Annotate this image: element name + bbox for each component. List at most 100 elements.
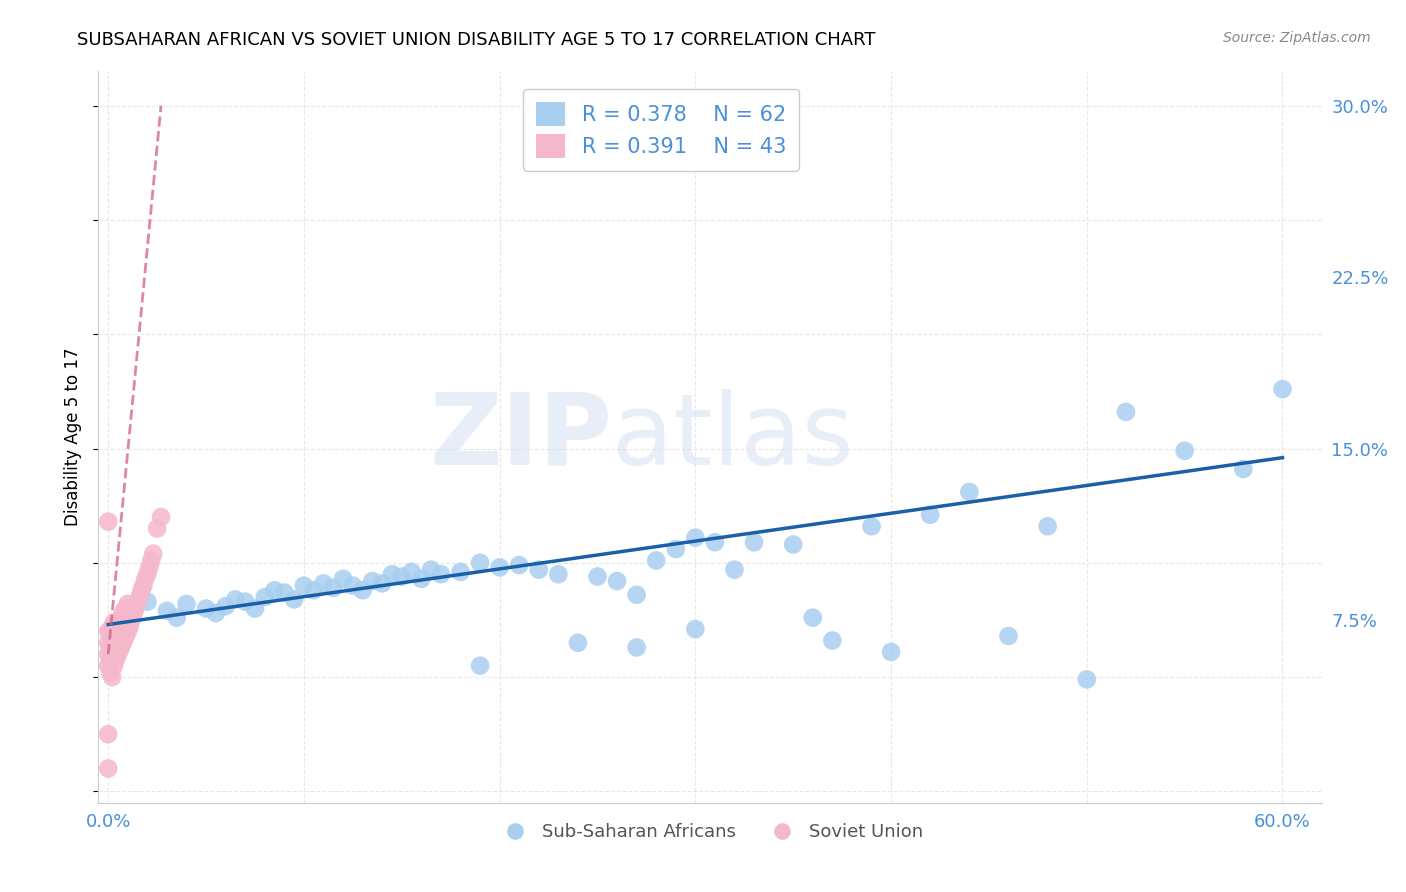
Point bbox=[205, 606, 228, 620]
Point bbox=[430, 567, 453, 582]
Legend: Sub-Saharan Africans, Soviet Union: Sub-Saharan Africans, Soviet Union bbox=[491, 816, 929, 848]
Point bbox=[132, 579, 155, 593]
Point bbox=[98, 665, 121, 680]
Point bbox=[322, 581, 344, 595]
Point bbox=[420, 563, 443, 577]
Point bbox=[224, 592, 246, 607]
Point bbox=[97, 636, 120, 650]
Point bbox=[547, 567, 569, 582]
Point bbox=[142, 547, 165, 561]
Point bbox=[111, 638, 134, 652]
Point bbox=[391, 569, 413, 583]
Point bbox=[1174, 443, 1197, 458]
Point bbox=[742, 535, 765, 549]
Point bbox=[920, 508, 942, 522]
Point bbox=[136, 594, 159, 608]
Point bbox=[138, 560, 160, 574]
Point bbox=[98, 624, 121, 639]
Point bbox=[103, 615, 125, 630]
Point bbox=[606, 574, 628, 588]
Point bbox=[107, 617, 129, 632]
Point bbox=[488, 560, 510, 574]
Point bbox=[302, 583, 325, 598]
Point bbox=[114, 601, 136, 615]
Point bbox=[166, 610, 188, 624]
Point bbox=[243, 601, 266, 615]
Point bbox=[1232, 462, 1254, 476]
Point bbox=[527, 563, 550, 577]
Point bbox=[98, 640, 121, 655]
Point bbox=[112, 633, 135, 648]
Point bbox=[468, 556, 491, 570]
Point bbox=[150, 510, 173, 524]
Point bbox=[97, 727, 120, 741]
Point bbox=[195, 601, 218, 615]
Point bbox=[1076, 673, 1098, 687]
Point bbox=[233, 594, 256, 608]
Point bbox=[860, 519, 883, 533]
Point bbox=[128, 590, 150, 604]
Point bbox=[957, 485, 980, 500]
Point bbox=[782, 537, 804, 551]
Point bbox=[997, 629, 1019, 643]
Text: SUBSAHARAN AFRICAN VS SOVIET UNION DISABILITY AGE 5 TO 17 CORRELATION CHART: SUBSAHARAN AFRICAN VS SOVIET UNION DISAB… bbox=[77, 31, 876, 49]
Point bbox=[117, 624, 139, 639]
Point bbox=[253, 590, 276, 604]
Point bbox=[97, 624, 120, 639]
Point bbox=[105, 652, 128, 666]
Point bbox=[124, 601, 146, 615]
Point bbox=[801, 610, 824, 624]
Point bbox=[685, 622, 707, 636]
Point bbox=[97, 515, 120, 529]
Point bbox=[1115, 405, 1137, 419]
Point bbox=[214, 599, 236, 614]
Text: Source: ZipAtlas.com: Source: ZipAtlas.com bbox=[1223, 31, 1371, 45]
Point bbox=[292, 579, 315, 593]
Point bbox=[127, 594, 149, 608]
Point bbox=[342, 579, 364, 593]
Text: atlas: atlas bbox=[612, 389, 853, 485]
Point bbox=[97, 647, 120, 661]
Point bbox=[156, 604, 179, 618]
Point bbox=[645, 553, 668, 567]
Point bbox=[468, 658, 491, 673]
Point bbox=[117, 597, 139, 611]
Point bbox=[508, 558, 530, 573]
Point bbox=[107, 647, 129, 661]
Point bbox=[134, 572, 156, 586]
Point bbox=[105, 622, 128, 636]
Point bbox=[101, 670, 124, 684]
Text: ZIP: ZIP bbox=[429, 389, 612, 485]
Point bbox=[352, 583, 374, 598]
Point bbox=[108, 642, 131, 657]
Point bbox=[112, 604, 135, 618]
Point bbox=[141, 553, 163, 567]
Point bbox=[263, 583, 285, 598]
Point bbox=[312, 576, 335, 591]
Point bbox=[626, 640, 648, 655]
Point bbox=[586, 569, 609, 583]
Point bbox=[114, 629, 136, 643]
Point bbox=[626, 588, 648, 602]
Point bbox=[450, 565, 472, 579]
Point bbox=[122, 606, 145, 620]
Point bbox=[283, 592, 305, 607]
Point bbox=[97, 762, 120, 776]
Point bbox=[103, 629, 125, 643]
Point bbox=[1271, 382, 1294, 396]
Point bbox=[118, 620, 141, 634]
Point bbox=[332, 572, 354, 586]
Point bbox=[103, 658, 125, 673]
Y-axis label: Disability Age 5 to 17: Disability Age 5 to 17 bbox=[65, 348, 83, 526]
Point bbox=[98, 652, 121, 666]
Point bbox=[381, 567, 404, 582]
Point bbox=[567, 636, 589, 650]
Point bbox=[176, 597, 198, 611]
Point bbox=[131, 583, 153, 598]
Point bbox=[411, 572, 433, 586]
Point bbox=[821, 633, 844, 648]
Point bbox=[108, 613, 131, 627]
Point bbox=[146, 521, 169, 535]
Point bbox=[880, 645, 903, 659]
Point bbox=[101, 636, 124, 650]
